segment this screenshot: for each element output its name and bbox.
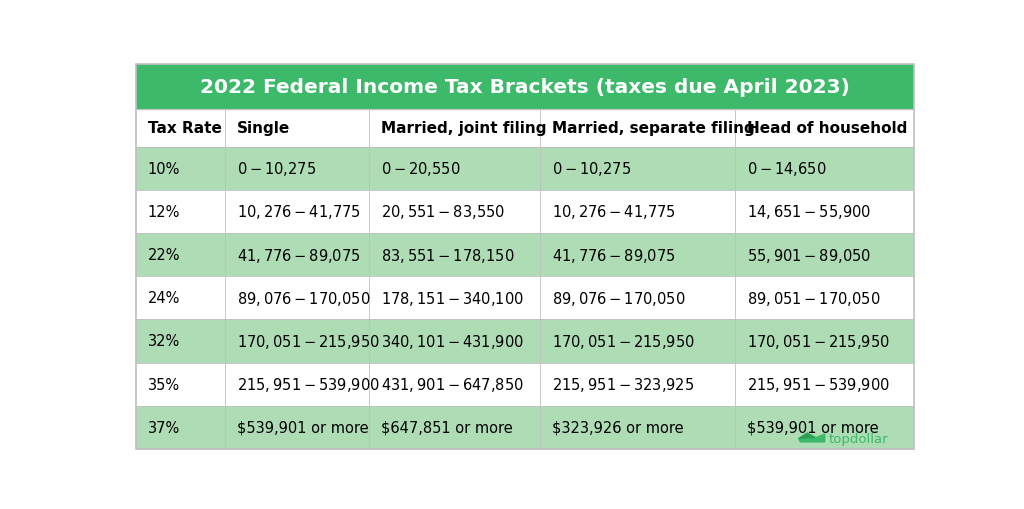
Text: Head of household: Head of household: [746, 121, 907, 136]
Text: $647,851 or more: $647,851 or more: [381, 420, 513, 435]
Text: $14,651 - $55,900: $14,651 - $55,900: [746, 203, 870, 221]
Text: Married, separate filing: Married, separate filing: [552, 121, 755, 136]
Text: topdollar: topdollar: [828, 432, 888, 445]
Bar: [370, 406, 541, 449]
Bar: [136, 276, 225, 320]
Bar: [735, 147, 913, 190]
Text: $10,276 - $41,775: $10,276 - $41,775: [552, 203, 676, 221]
Text: 32%: 32%: [147, 334, 180, 349]
Text: $215,951 - $539,900: $215,951 - $539,900: [238, 376, 380, 393]
Bar: [225, 190, 370, 234]
Bar: [225, 320, 370, 363]
Bar: [735, 276, 913, 320]
Text: $41,776 - $89,075: $41,776 - $89,075: [552, 246, 676, 264]
Bar: [225, 234, 370, 276]
Bar: [735, 406, 913, 449]
Bar: [735, 320, 913, 363]
Bar: [370, 190, 541, 234]
Text: $431,901 - $647,850: $431,901 - $647,850: [381, 376, 524, 393]
Bar: [541, 234, 735, 276]
Text: $0 - $10,275: $0 - $10,275: [238, 160, 316, 178]
Text: $215,951 - $323,925: $215,951 - $323,925: [552, 376, 694, 393]
Text: 10%: 10%: [147, 161, 180, 176]
Text: Single: Single: [238, 121, 291, 136]
Text: 2022 Federal Income Tax Brackets (taxes due April 2023): 2022 Federal Income Tax Brackets (taxes …: [200, 78, 850, 97]
Polygon shape: [800, 434, 814, 439]
Bar: [370, 234, 541, 276]
Bar: [136, 406, 225, 449]
Text: 35%: 35%: [147, 377, 180, 392]
Polygon shape: [799, 434, 824, 442]
Bar: [225, 110, 370, 147]
Bar: [370, 363, 541, 406]
Text: $89,076 - $170,050: $89,076 - $170,050: [552, 289, 686, 307]
Text: $89,076 - $170,050: $89,076 - $170,050: [238, 289, 371, 307]
Text: 12%: 12%: [147, 205, 180, 219]
Text: $215,951 - $539,900: $215,951 - $539,900: [746, 376, 890, 393]
Bar: [225, 147, 370, 190]
Text: $20,551 - $83,550: $20,551 - $83,550: [381, 203, 506, 221]
Text: 37%: 37%: [147, 420, 180, 435]
Bar: [735, 363, 913, 406]
Text: 22%: 22%: [147, 247, 180, 263]
Bar: [541, 276, 735, 320]
Bar: [541, 406, 735, 449]
Bar: [541, 110, 735, 147]
Text: Tax Rate: Tax Rate: [147, 121, 222, 136]
Bar: [225, 406, 370, 449]
Bar: [541, 320, 735, 363]
Bar: [370, 147, 541, 190]
Text: $41,776 - $89,075: $41,776 - $89,075: [238, 246, 360, 264]
Text: $170,051 - $215,950: $170,051 - $215,950: [238, 332, 380, 350]
Bar: [735, 190, 913, 234]
Text: $83,551 - $178,150: $83,551 - $178,150: [381, 246, 515, 264]
Text: $178,151 - $340,100: $178,151 - $340,100: [381, 289, 524, 307]
Bar: [370, 276, 541, 320]
Bar: [136, 363, 225, 406]
Text: $539,901 or more: $539,901 or more: [746, 420, 879, 435]
Text: $170,051 - $215,950: $170,051 - $215,950: [746, 332, 890, 350]
Bar: [541, 190, 735, 234]
Bar: [225, 276, 370, 320]
Text: $55,901 - $89,050: $55,901 - $89,050: [746, 246, 870, 264]
Bar: [370, 110, 541, 147]
Bar: [225, 363, 370, 406]
Text: $0 - $10,275: $0 - $10,275: [552, 160, 632, 178]
Bar: [136, 320, 225, 363]
Text: $0 - $20,550: $0 - $20,550: [381, 160, 461, 178]
Text: $323,926 or more: $323,926 or more: [552, 420, 684, 435]
Text: $10,276 - $41,775: $10,276 - $41,775: [238, 203, 360, 221]
Bar: [136, 110, 225, 147]
Text: $340,101 - $431,900: $340,101 - $431,900: [381, 332, 524, 350]
Bar: [136, 65, 913, 110]
Bar: [735, 234, 913, 276]
Bar: [370, 320, 541, 363]
Bar: [136, 190, 225, 234]
Bar: [136, 147, 225, 190]
Text: Married, joint filing: Married, joint filing: [381, 121, 547, 136]
Text: $539,901 or more: $539,901 or more: [238, 420, 369, 435]
Text: $170,051 - $215,950: $170,051 - $215,950: [552, 332, 695, 350]
Text: $89,051 - $170,050: $89,051 - $170,050: [746, 289, 881, 307]
Bar: [136, 234, 225, 276]
Bar: [541, 363, 735, 406]
Text: 24%: 24%: [147, 291, 180, 306]
Bar: [735, 110, 913, 147]
Bar: [541, 147, 735, 190]
Text: $0 - $14,650: $0 - $14,650: [746, 160, 826, 178]
